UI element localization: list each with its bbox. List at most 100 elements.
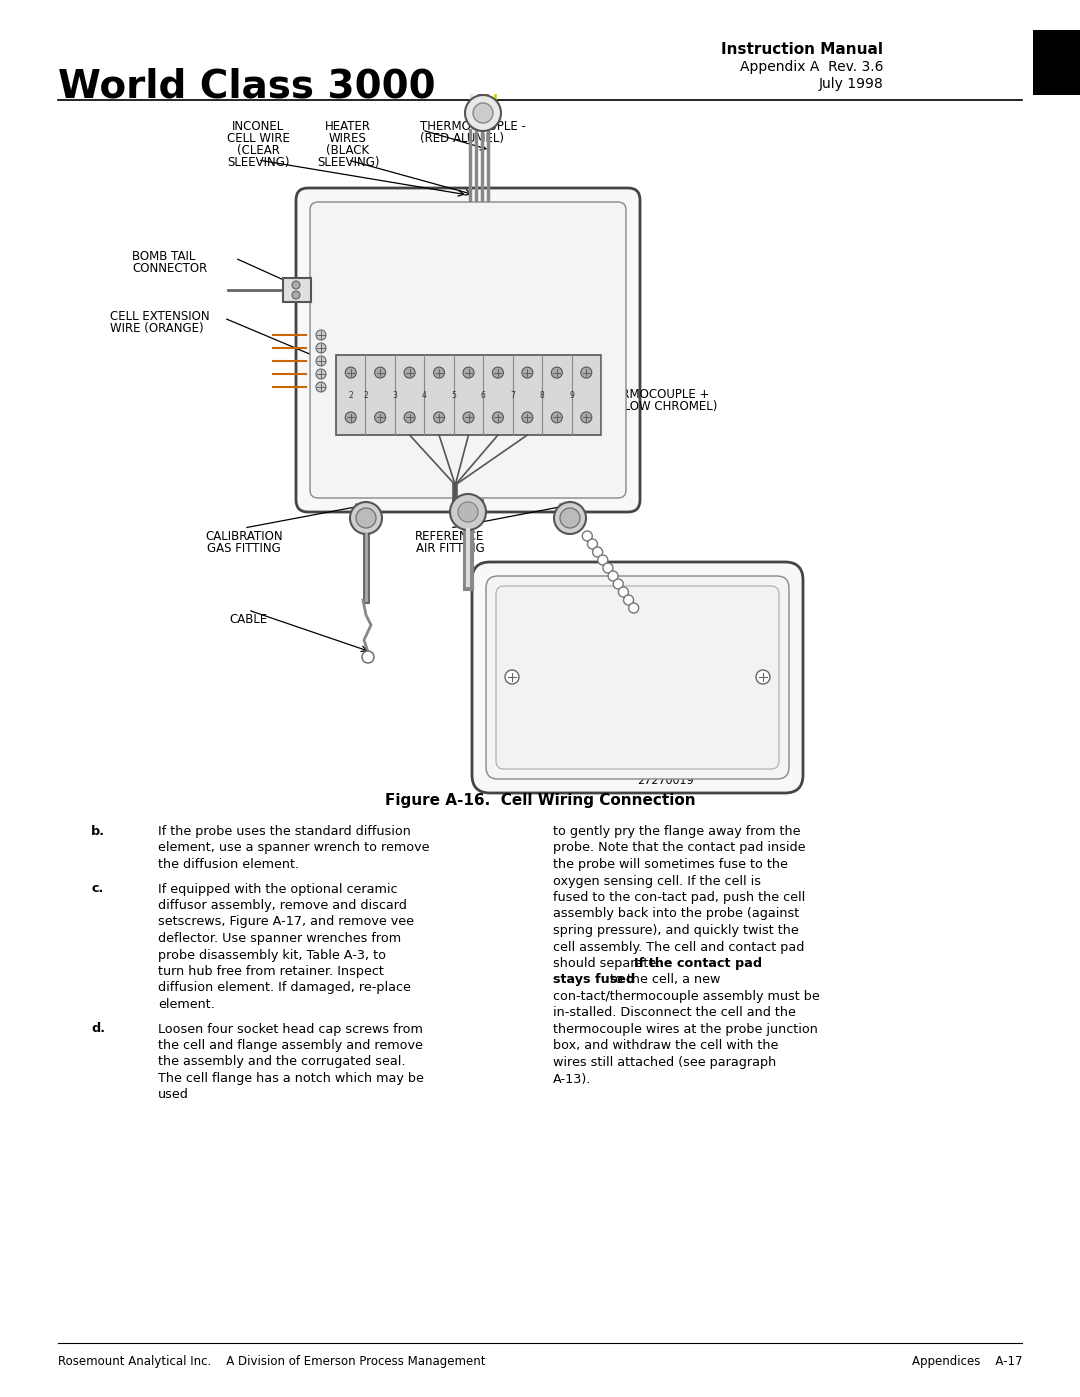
Circle shape bbox=[375, 412, 386, 423]
Text: CALIBRATION: CALIBRATION bbox=[205, 529, 283, 543]
Circle shape bbox=[356, 509, 376, 528]
Circle shape bbox=[613, 578, 623, 590]
Circle shape bbox=[492, 367, 503, 379]
Text: WIRE (ORANGE): WIRE (ORANGE) bbox=[110, 321, 204, 335]
Text: 4: 4 bbox=[422, 391, 427, 400]
Text: stays fused: stays fused bbox=[553, 974, 635, 986]
Text: SLEEVING): SLEEVING) bbox=[316, 156, 379, 169]
Circle shape bbox=[492, 412, 503, 423]
Circle shape bbox=[551, 367, 563, 379]
FancyBboxPatch shape bbox=[472, 562, 804, 793]
Text: If the probe uses the standard diffusion: If the probe uses the standard diffusion bbox=[158, 826, 410, 838]
Circle shape bbox=[522, 412, 532, 423]
Circle shape bbox=[292, 291, 300, 299]
Text: cell assembly. The cell and contact pad: cell assembly. The cell and contact pad bbox=[553, 940, 805, 954]
Text: 9: 9 bbox=[569, 391, 573, 400]
Circle shape bbox=[346, 412, 356, 423]
Circle shape bbox=[593, 548, 603, 557]
Text: CELL WIRE: CELL WIRE bbox=[227, 131, 289, 145]
Circle shape bbox=[581, 412, 592, 423]
Text: deflector. Use spanner wrenches from: deflector. Use spanner wrenches from bbox=[158, 932, 401, 944]
Text: INCONEL: INCONEL bbox=[232, 120, 284, 133]
Circle shape bbox=[375, 367, 386, 379]
Text: AIR FITTING: AIR FITTING bbox=[416, 542, 484, 555]
FancyBboxPatch shape bbox=[310, 203, 626, 497]
Text: element, use a spanner wrench to remove: element, use a spanner wrench to remove bbox=[158, 841, 430, 855]
Text: THERMOCOUPLE -: THERMOCOUPLE - bbox=[420, 120, 526, 133]
Text: 2: 2 bbox=[349, 391, 353, 400]
Text: probe disassembly kit, Table A-3, to: probe disassembly kit, Table A-3, to bbox=[158, 949, 386, 961]
Text: wires still attached (see paragraph: wires still attached (see paragraph bbox=[553, 1056, 777, 1069]
Circle shape bbox=[292, 281, 300, 289]
Text: Appendices    A-17: Appendices A-17 bbox=[912, 1355, 1022, 1368]
Text: World Class 3000: World Class 3000 bbox=[58, 68, 435, 106]
Text: BOMB TAIL: BOMB TAIL bbox=[132, 250, 195, 263]
Text: b.: b. bbox=[91, 826, 105, 838]
Text: HEATER: HEATER bbox=[325, 120, 372, 133]
Circle shape bbox=[404, 412, 415, 423]
Circle shape bbox=[362, 651, 374, 664]
Text: the probe will sometimes fuse to the: the probe will sometimes fuse to the bbox=[553, 858, 788, 870]
Text: If equipped with the optional ceramic: If equipped with the optional ceramic bbox=[158, 883, 397, 895]
Circle shape bbox=[433, 367, 445, 379]
Text: should separate.: should separate. bbox=[553, 957, 660, 970]
Text: to the cell, a new: to the cell, a new bbox=[610, 974, 720, 986]
Text: July 1998: July 1998 bbox=[819, 77, 883, 91]
FancyBboxPatch shape bbox=[486, 576, 789, 780]
Circle shape bbox=[588, 539, 597, 549]
Bar bbox=[453, 500, 483, 520]
Text: d.: d. bbox=[91, 1023, 105, 1035]
Text: diffusion element. If damaged, re-place: diffusion element. If damaged, re-place bbox=[158, 982, 410, 995]
Text: 2: 2 bbox=[363, 391, 368, 400]
FancyBboxPatch shape bbox=[496, 585, 779, 768]
Text: 27270019: 27270019 bbox=[637, 775, 693, 787]
Text: in-stalled. Disconnect the cell and the: in-stalled. Disconnect the cell and the bbox=[553, 1006, 796, 1020]
Circle shape bbox=[463, 412, 474, 423]
Text: WIRES: WIRES bbox=[329, 131, 367, 145]
Circle shape bbox=[561, 509, 580, 528]
Text: Instruction Manual: Instruction Manual bbox=[721, 42, 883, 57]
Text: A-13).: A-13). bbox=[553, 1073, 592, 1085]
Text: fused to the con-tact pad, push the cell: fused to the con-tact pad, push the cell bbox=[553, 891, 806, 904]
Bar bbox=[336, 355, 600, 434]
Text: diffusor assembly, remove and discard: diffusor assembly, remove and discard bbox=[158, 900, 407, 912]
Text: turn hub free from retainer. Inspect: turn hub free from retainer. Inspect bbox=[158, 965, 383, 978]
Circle shape bbox=[316, 356, 326, 366]
Text: CELL EXTENSION: CELL EXTENSION bbox=[110, 310, 210, 323]
Circle shape bbox=[350, 502, 382, 534]
Text: used: used bbox=[158, 1088, 189, 1101]
Text: the cell and flange assembly and remove: the cell and flange assembly and remove bbox=[158, 1039, 423, 1052]
Text: BOX COVER: BOX COVER bbox=[613, 671, 681, 685]
Circle shape bbox=[346, 367, 356, 379]
Text: to gently pry the flange away from the: to gently pry the flange away from the bbox=[553, 826, 800, 838]
Text: (YELLOW CHROMEL): (YELLOW CHROMEL) bbox=[598, 400, 717, 414]
Text: 7: 7 bbox=[510, 391, 515, 400]
Text: 8: 8 bbox=[540, 391, 544, 400]
Circle shape bbox=[603, 563, 613, 573]
Circle shape bbox=[433, 412, 445, 423]
Bar bbox=[283, 278, 311, 302]
Text: (CLEAR: (CLEAR bbox=[237, 144, 280, 156]
Circle shape bbox=[597, 555, 608, 564]
Text: GAS FITTING: GAS FITTING bbox=[207, 542, 281, 555]
Circle shape bbox=[522, 367, 532, 379]
Text: 3: 3 bbox=[392, 391, 397, 400]
Circle shape bbox=[404, 367, 415, 379]
Text: A: A bbox=[1048, 53, 1065, 73]
Circle shape bbox=[465, 95, 501, 131]
Circle shape bbox=[554, 502, 586, 534]
Circle shape bbox=[623, 595, 634, 605]
Text: spring pressure), and quickly twist the: spring pressure), and quickly twist the bbox=[553, 923, 799, 937]
Text: Figure A-16.  Cell Wiring Connection: Figure A-16. Cell Wiring Connection bbox=[384, 793, 696, 807]
Circle shape bbox=[458, 502, 478, 522]
Text: SLEEVING): SLEEVING) bbox=[227, 156, 289, 169]
Text: (BLACK: (BLACK bbox=[326, 144, 369, 156]
Circle shape bbox=[608, 571, 618, 581]
Circle shape bbox=[619, 587, 629, 597]
Circle shape bbox=[316, 369, 326, 379]
Text: CONNECTOR: CONNECTOR bbox=[132, 263, 207, 275]
Text: probe. Note that the contact pad inside: probe. Note that the contact pad inside bbox=[553, 841, 806, 855]
Circle shape bbox=[316, 381, 326, 393]
Circle shape bbox=[629, 604, 638, 613]
Circle shape bbox=[450, 495, 486, 529]
